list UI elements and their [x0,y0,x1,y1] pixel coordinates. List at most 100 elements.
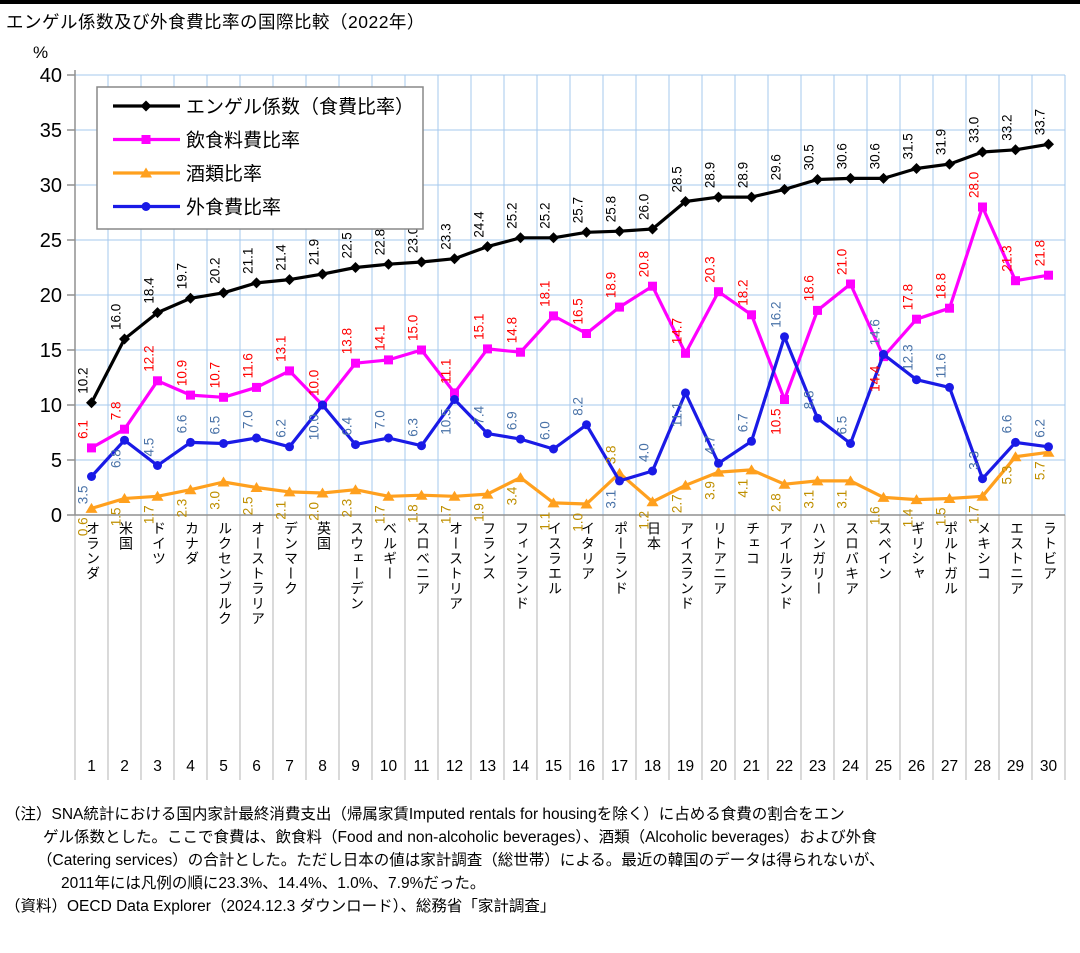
x-number-label: 15 [545,758,562,775]
data-label: 6.6 [175,415,190,434]
data-label: 12.2 [142,346,157,372]
data-label: 6.5 [835,416,850,435]
data-label: 16.5 [571,298,586,324]
data-label: 12.3 [901,344,916,370]
x-number-label: 30 [1040,758,1058,775]
data-label: 14.1 [373,325,388,351]
data-label: 21.1 [241,248,256,274]
data-label: 28.9 [703,162,718,188]
category-label: チェコ [745,521,761,566]
data-label: 15.1 [472,314,487,340]
data-label: 14.4 [868,365,883,392]
data-label: 1.7 [439,505,454,524]
y-tick-label: 30 [40,175,62,197]
data-label: 5.3 [1000,466,1015,485]
note-line: （Catering services）の合計とした。ただし日本の値は家計調査（総… [37,852,885,869]
y-tick-label: 15 [40,340,62,362]
data-label: 6.9 [505,411,520,430]
data-label: 3.1 [835,490,850,509]
data-label: 21.8 [1033,240,1048,266]
category-label: リトアニア [712,521,728,596]
x-number-label: 18 [644,758,661,775]
category-label: スロベニア [415,521,431,596]
top-border-bar [0,0,1080,4]
data-label: 18.4 [142,277,157,304]
x-number-label: 6 [252,758,261,775]
x-number-label: 16 [578,758,595,775]
data-label: 18.6 [802,275,817,301]
category-label: オランダ [85,521,101,581]
category-label: オーストラリア [250,521,266,626]
data-label: 25.2 [505,203,520,229]
note-line: （注）SNA統計における国内家計最終消費支出（帰属家賃Imputed renta… [5,806,845,823]
data-label: 2.7 [670,494,685,513]
data-label: 2.1 [274,501,289,520]
x-number-label: 14 [512,758,530,775]
data-label: 17.8 [901,284,916,310]
category-label: エストニア [1009,521,1025,596]
data-label: 1.7 [967,505,982,524]
note-line: 2011年には凡例の順に23.3%、14.4%、1.0%、7.9%だった。 [61,875,486,892]
data-label: 22.8 [373,229,388,255]
data-label: 3.3 [967,451,982,470]
data-label: 18.9 [604,272,619,298]
data-label: 22.5 [340,232,355,258]
data-label: 14.8 [505,317,520,343]
data-label: 3.0 [208,491,223,510]
data-label: 5.7 [1033,461,1048,480]
data-label: 23.3 [439,223,454,249]
data-label: 11.1 [670,402,685,427]
data-label: 7.4 [472,405,487,424]
x-number-label: 27 [941,758,958,775]
data-label: 13.8 [340,328,355,354]
y-tick-label: 0 [51,505,62,527]
data-label: 1.4 [901,508,916,527]
x-number-label: 26 [908,758,925,775]
data-label: 2.5 [241,497,256,516]
x-number-row: 1 2 3 4 5 6 7 8 9 10 11 12 13 14 15 16 17 18 19 20 21 22 23 24 2… [87,758,1057,775]
data-label: 10.0 [307,414,322,440]
category-label: ポーランド [613,521,629,596]
x-number-label: 7 [285,758,294,775]
x-number-label: 20 [710,758,728,775]
x-number-label: 25 [875,758,892,775]
data-label: 6.6 [1000,415,1015,434]
data-label: 23.0 [406,227,421,253]
data-label: 2.3 [340,499,355,518]
x-number-label: 2 [120,758,129,775]
data-label: 14.6 [868,319,883,345]
data-label: 25.7 [571,197,586,223]
series-0 [86,138,1054,409]
category-label: フランス [481,521,497,581]
legend-item-3: 外食費比率 [113,197,281,219]
data-label: 25.2 [538,203,553,229]
data-label: 11.1 [439,359,454,384]
y-tick-label: 20 [40,285,62,307]
data-label: 1.7 [142,505,157,524]
category-label: カナダ [184,521,200,566]
series-3 [87,332,1053,486]
category-label: イタリア [580,521,596,581]
data-label: 20.8 [637,251,652,277]
data-label: 25.8 [604,196,619,222]
data-label: 2.8 [769,493,784,512]
data-label: 7.8 [109,401,124,420]
data-label: 3.5 [76,486,91,505]
data-label: 11.6 [934,353,949,378]
data-label: 13.1 [274,336,289,362]
y-tick-label: 25 [40,230,62,252]
data-label: 4.5 [142,438,157,457]
category-label: デンマーク [283,521,299,596]
data-label: 1.8 [406,504,421,523]
data-label: 6.8 [109,449,124,468]
category-label: スペイン [877,521,893,581]
data-label: 3.1 [604,490,619,509]
category-label: ベルギー [382,521,398,581]
data-label: 6.1 [76,420,91,439]
y-tick-label: 5 [51,450,62,472]
data-label: 20.3 [703,256,718,282]
data-label: 1.5 [934,508,949,527]
x-number-label: 3 [153,758,162,775]
category-label: 米国 [118,521,134,551]
